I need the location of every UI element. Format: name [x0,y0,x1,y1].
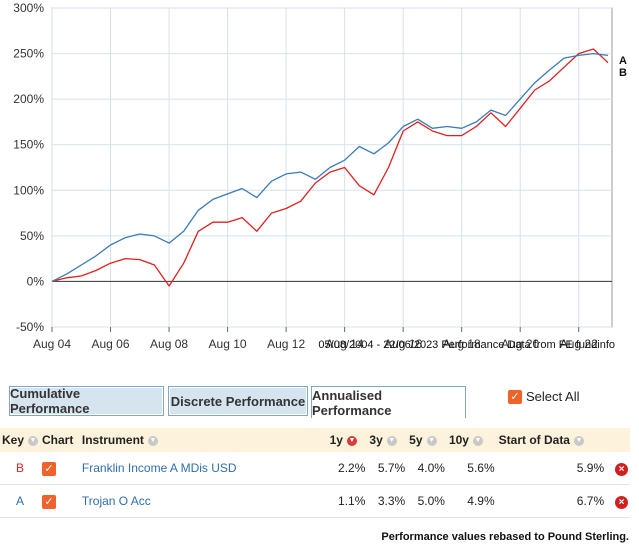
series-end-label: A [619,55,627,67]
value-10y: 5.6% [446,452,497,485]
sort-icon[interactable]: ▼ [147,435,158,446]
tab-annualised-performance[interactable]: Annualised Performance [311,386,466,418]
series-line-a [51,52,609,282]
row-key: B [0,452,41,485]
sort-icon[interactable]: ▼ [573,435,584,446]
header-1y[interactable]: 1y ▼ [327,428,368,452]
value-1y: 2.2% [327,452,368,485]
sort-active-icon[interactable]: ▼ [346,435,357,446]
x-tick-label: Aug 08 [150,337,188,351]
tab-cumulative-performance[interactable]: Cumulative Performance [9,386,164,416]
header-chart: Chart [40,428,80,452]
y-tick-label: 0% [27,274,45,288]
y-tick-label: -50% [16,320,44,334]
instrument-link[interactable]: Franklin Income A MDis USD [79,452,328,485]
value-5y: 5.0% [407,484,447,518]
x-tick-label: Aug 22 [560,337,598,351]
row-key: A [0,484,41,518]
tab-discrete-performance[interactable]: Discrete Performance [168,386,308,416]
select-all-control[interactable]: ✓ Select All [508,389,579,404]
y-tick-label: 100% [13,183,44,197]
x-tick-label: Aug 20 [501,337,539,351]
performance-chart: 300% 250% 200% 150% 100% 50% 0% -50% Aug 04 Aug 0… [13,1,627,351]
table-row: A ✓ Trojan O Acc 1.1% 3.3% 5.0% 4.9% 6.7… [0,484,630,518]
table-header-row: Key ▼ Chart Instrument ▼ 1y ▼ 3y ▼ 5y ▼ 10y ▼ … [0,428,630,452]
value-start-of-data: 6.7% [496,484,607,518]
chart-grid [51,7,613,328]
value-start-of-data: 5.9% [496,452,607,485]
series-end-label: B [619,67,627,79]
x-tick-label: Aug 12 [267,337,305,351]
x-tick-label: Aug 14 [326,337,364,351]
chart-checkbox[interactable]: ✓ [42,494,57,509]
chart-axes [51,280,612,332]
plot-area [51,7,613,328]
header-start-of-data[interactable]: Start of Data ▼ [496,428,607,452]
chart-labels: 300% 250% 200% 150% 100% 50% 0% -50% Aug 04 Aug 0… [13,1,627,351]
y-tick-label: 300% [13,1,44,15]
series-line-b [51,48,609,287]
footnote: Performance values rebased to Pound Ster… [381,531,629,543]
header-3y[interactable]: 3y ▼ [367,428,408,452]
sort-icon[interactable]: ▼ [28,435,39,446]
header-key[interactable]: Key ▼ [0,428,41,452]
x-tick-label: Aug 10 [209,337,247,351]
y-tick-label: 50% [20,229,44,243]
x-tick-label: Aug 18 [443,337,481,351]
remove-icon[interactable]: × [615,462,628,476]
chart-series [51,48,609,287]
sort-icon[interactable]: ▼ [472,435,483,446]
instrument-link[interactable]: Trojan O Acc [79,484,328,518]
value-3y: 3.3% [367,484,408,518]
chart-checkbox[interactable]: ✓ [42,461,57,476]
header-5y[interactable]: 5y ▼ [407,428,447,452]
y-tick-label: 200% [13,92,44,106]
x-tick-label: Aug 06 [92,337,130,351]
header-instrument[interactable]: Instrument ▼ [79,428,328,452]
y-tick-label: 150% [13,138,44,152]
x-tick-label: Aug 04 [33,337,71,351]
performance-table: Key ▼ Chart Instrument ▼ 1y ▼ 3y ▼ 5y ▼ 10y ▼ … [0,428,630,518]
value-3y: 5.7% [367,452,408,485]
value-5y: 4.0% [407,452,447,485]
value-1y: 1.1% [327,484,368,518]
table-row: B ✓ Franklin Income A MDis USD 2.2% 5.7%… [0,452,630,485]
sort-icon[interactable]: ▼ [426,435,437,446]
select-all-label: Select All [526,389,580,404]
remove-icon[interactable]: × [615,495,628,509]
header-10y[interactable]: 10y ▼ [446,428,497,452]
y-tick-label: 250% [13,47,44,61]
x-tick-label: Aug 16 [384,337,422,351]
select-all-checkbox[interactable]: ✓ [508,389,522,404]
chart-source-note: 05/08/2004 - 22/06/2023 Performance Data… [318,339,615,351]
value-10y: 4.9% [446,484,497,518]
sort-icon[interactable]: ▼ [386,435,397,446]
